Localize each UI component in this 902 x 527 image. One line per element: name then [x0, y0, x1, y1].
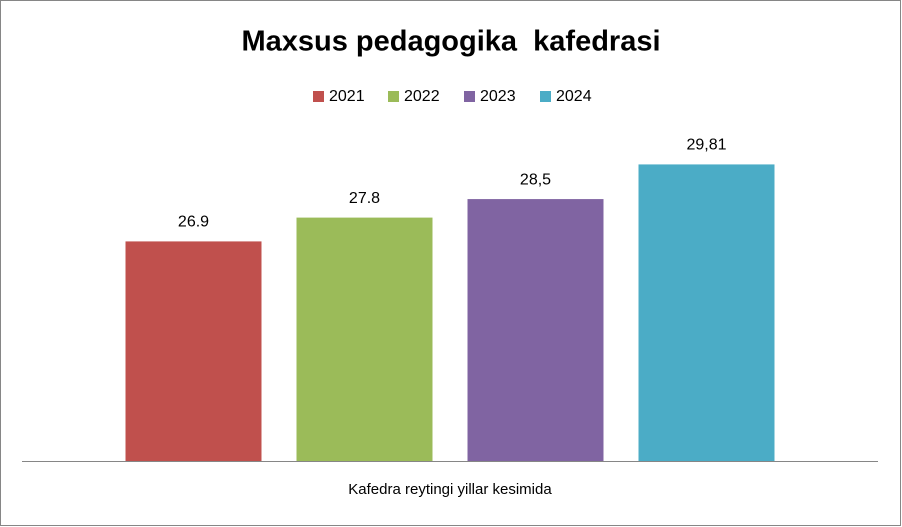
legend-label: 2023 [480, 88, 516, 105]
value-label: 26.9 [178, 214, 209, 231]
legend-label: 2024 [556, 88, 592, 105]
value-label: 29,81 [686, 137, 726, 154]
bar [467, 199, 604, 461]
x-tick-label: Kafedra reytingi yillar kesimida [348, 481, 552, 498]
value-label: 27.8 [349, 190, 380, 207]
chart-title: Maxsus pedagogika kafedrasi [241, 26, 660, 58]
legend-label: 2021 [329, 88, 365, 105]
legend-swatch [313, 91, 324, 102]
bar [296, 217, 433, 461]
bar [125, 241, 262, 461]
legend-swatch [540, 91, 551, 102]
legend-swatch [464, 91, 475, 102]
value-label: 28,5 [520, 171, 551, 188]
bar [638, 164, 775, 461]
legend-label: 2022 [404, 88, 440, 105]
legend-swatch [388, 91, 399, 102]
